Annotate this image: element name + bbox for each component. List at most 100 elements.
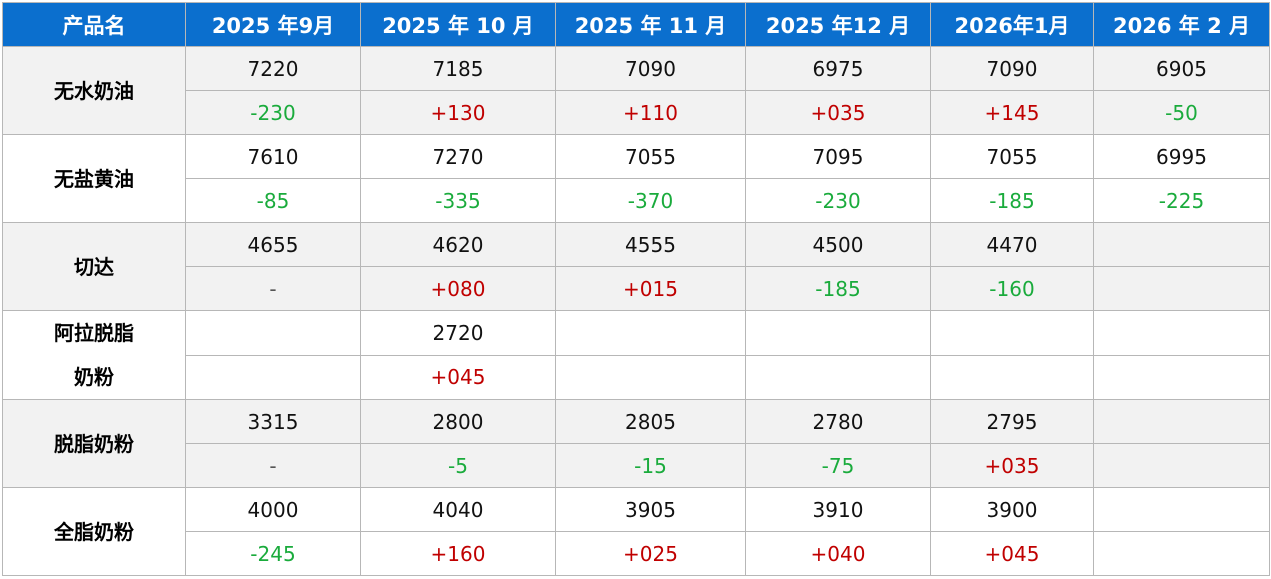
table-row: +045 [3, 354, 1270, 400]
price-cell: 4500 [745, 222, 931, 267]
change-cell: - [185, 443, 361, 488]
change-cell: -245 [185, 531, 361, 576]
price-cell: 7220 [185, 46, 361, 91]
change-cell: +045 [360, 354, 556, 400]
price-cell: 2805 [555, 399, 746, 444]
price-cell [745, 310, 931, 356]
change-cell [1093, 443, 1270, 488]
change-cell [1093, 354, 1270, 400]
product-name-line: 无水奶油 [54, 78, 134, 103]
price-cell: 7185 [360, 46, 556, 91]
change-cell: +040 [745, 531, 931, 576]
change-cell [930, 354, 1094, 400]
change-cell: -335 [360, 178, 556, 223]
change-cell: +145 [930, 90, 1094, 135]
price-cell: 7090 [555, 46, 746, 91]
change-cell: -225 [1093, 178, 1270, 223]
table-row: -230 +130 +110 +035 +145 -50 [3, 90, 1270, 135]
price-cell [1093, 310, 1270, 356]
change-cell: +130 [360, 90, 556, 135]
price-cell: 4470 [930, 222, 1094, 267]
header-2025-11: 2025 年 11 月 [555, 2, 746, 47]
price-cell: 7055 [930, 134, 1094, 179]
change-cell: -160 [930, 266, 1094, 311]
price-cell: 6995 [1093, 134, 1270, 179]
change-cell: -230 [185, 90, 361, 135]
product-name-line: 全脂奶粉 [54, 519, 134, 544]
change-cell: +025 [555, 531, 746, 576]
product-name-cell: 脱脂奶粉 [2, 399, 186, 488]
change-cell: +045 [930, 531, 1094, 576]
change-cell [185, 354, 361, 400]
product-name-line: 奶粉 [74, 365, 114, 389]
price-cell [1093, 222, 1270, 267]
change-cell: -85 [185, 178, 361, 223]
price-cell: 4555 [555, 222, 746, 267]
change-cell: -15 [555, 443, 746, 488]
table-row: 阿拉脱脂奶粉 2720 [2, 310, 1270, 400]
product-name-cell: 阿拉脱脂 奶粉 [2, 310, 186, 400]
table-row: - +080 +015 -185 -160 [3, 266, 1270, 311]
change-cell: - [185, 266, 361, 311]
price-cell: 4000 [185, 487, 361, 532]
product-name-cell: 无水奶油 [2, 46, 186, 135]
price-cell: 2795 [930, 399, 1094, 444]
price-cell [1093, 399, 1270, 444]
change-cell: -185 [745, 266, 931, 311]
table-row: -245 +160 +025 +040 +045 [3, 531, 1270, 576]
header-2026-02: 2026 年 2 月 [1093, 2, 1270, 47]
change-cell: +015 [555, 266, 746, 311]
price-cell [1093, 487, 1270, 532]
price-cell: 3905 [555, 487, 746, 532]
table-row: 无盐黄油 7610 7270 7055 7095 7055 6995 [2, 134, 1270, 223]
table-row: 无水奶油 7220 7185 7090 6975 7090 6905 [2, 46, 1270, 135]
change-cell [1093, 266, 1270, 311]
change-cell: +035 [930, 443, 1094, 488]
price-cell: 7610 [185, 134, 361, 179]
price-cell: 3910 [745, 487, 931, 532]
price-cell: 6975 [745, 46, 931, 91]
change-cell: -370 [555, 178, 746, 223]
price-cell: 2780 [745, 399, 931, 444]
price-cell [930, 310, 1094, 356]
product-name-cell: 切达 [2, 222, 186, 311]
table-row: -85 -335 -370 -230 -185 -225 [3, 178, 1270, 223]
price-cell [555, 310, 746, 356]
table-row: - -5 -15 -75 +035 [3, 443, 1270, 488]
product-name-cell: 全脂奶粉 [2, 487, 186, 576]
price-cell: 3900 [930, 487, 1094, 532]
product-name-line: 无盐黄油 [54, 166, 134, 191]
price-cell: 7270 [360, 134, 556, 179]
change-cell [1093, 531, 1270, 576]
change-cell: -75 [745, 443, 931, 488]
product-name-cell: 无盐黄油 [2, 134, 186, 223]
change-cell: +160 [360, 531, 556, 576]
table-row: 脱脂奶粉 3315 2800 2805 2780 2795 [2, 399, 1270, 488]
header-2025-12: 2025 年12 月 [745, 2, 931, 47]
change-cell: -50 [1093, 90, 1270, 135]
change-cell: +110 [555, 90, 746, 135]
price-cell: 7055 [555, 134, 746, 179]
change-cell [555, 354, 746, 400]
header-2025-10: 2025 年 10 月 [360, 2, 556, 47]
change-cell [745, 354, 931, 400]
price-cell: 2720 [360, 310, 556, 356]
price-cell: 3315 [185, 399, 361, 444]
change-cell: +035 [745, 90, 931, 135]
price-cell: 4040 [360, 487, 556, 532]
product-name-line: 阿拉脱脂 [54, 321, 134, 345]
change-cell: -185 [930, 178, 1094, 223]
header-2025-09: 2025 年9月 [185, 2, 361, 47]
table-row: 全脂奶粉 4000 4040 3905 3910 3900 [2, 487, 1270, 576]
table-row: 切达 4655 4620 4555 4500 4470 [2, 222, 1270, 311]
change-cell: +080 [360, 266, 556, 311]
product-name-line: 切达 [74, 254, 114, 279]
price-cell: 2800 [360, 399, 556, 444]
price-cell: 4620 [360, 222, 556, 267]
header-row: 产品名 2025 年9月 2025 年 10 月 2025 年 11 月 202… [2, 2, 1270, 47]
price-cell: 7090 [930, 46, 1094, 91]
price-cell: 6905 [1093, 46, 1270, 91]
price-cell: 4655 [185, 222, 361, 267]
price-cell [185, 310, 361, 356]
